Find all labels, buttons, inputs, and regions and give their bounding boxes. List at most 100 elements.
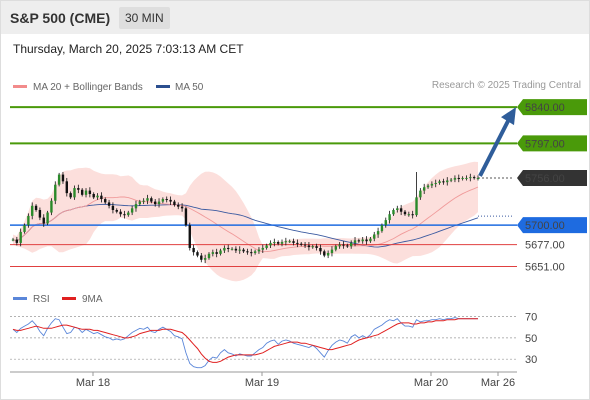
candle-body	[88, 190, 92, 194]
bollinger-band	[13, 161, 478, 282]
candle-body	[115, 210, 118, 212]
candle-body	[177, 204, 180, 207]
candle-body	[380, 225, 384, 232]
candle-body	[15, 239, 19, 243]
candle-body	[250, 252, 253, 254]
candle-body	[261, 247, 264, 250]
candle-body	[373, 234, 376, 239]
candle-body	[142, 200, 145, 202]
candle-body	[234, 248, 238, 251]
level-tag-text-5797.00: 5797.00	[525, 138, 565, 150]
candle-body	[203, 258, 207, 260]
candle-body	[38, 210, 42, 218]
rsi-tick-label-70: 70	[525, 312, 537, 324]
candle-body	[119, 211, 122, 215]
candle-body	[238, 249, 241, 251]
candle-body	[54, 184, 57, 201]
candle-body	[138, 201, 142, 205]
candle-body	[430, 183, 434, 186]
candle-body	[188, 225, 191, 248]
candle-body	[284, 241, 288, 243]
ma20-line	[12, 186, 479, 253]
candle-body	[73, 188, 76, 198]
candle-body	[80, 189, 84, 195]
candle-body	[242, 249, 245, 252]
level-tag-text-5756.00: 5756.00	[525, 173, 565, 185]
candle-body	[100, 195, 103, 200]
candle-body	[111, 205, 115, 211]
level-tag-5797.00	[517, 135, 587, 152]
candle-body	[438, 181, 441, 184]
candle-body	[223, 247, 226, 251]
candle-body	[269, 242, 272, 246]
level-tag-text-5700.00: 5700.00	[525, 220, 565, 232]
candle-body	[127, 212, 130, 216]
candle-body	[392, 210, 395, 215]
candle-body	[157, 201, 161, 205]
candle-body	[296, 242, 299, 244]
candle-body	[265, 245, 268, 248]
candle-body	[96, 195, 99, 198]
candle-body	[253, 251, 257, 254]
candle-body	[211, 252, 215, 254]
ma50-line	[12, 203, 479, 248]
level-label-5677.00: 5677.00	[525, 240, 565, 252]
candles-group	[11, 172, 480, 264]
candle-body	[246, 251, 249, 253]
candle-body	[200, 255, 203, 260]
candle-body	[453, 177, 457, 180]
candle-body	[92, 193, 95, 198]
candle-body	[23, 225, 26, 232]
rsi-line	[12, 317, 478, 369]
candle-body	[446, 180, 449, 183]
candle-body	[27, 215, 30, 226]
candle-body	[173, 201, 176, 205]
interval-badge[interactable]: 30 MIN	[119, 7, 170, 29]
candle-body	[227, 247, 230, 249]
candle-body	[361, 239, 364, 242]
legend-9ma-label: 9MA	[82, 294, 103, 305]
candle-body	[207, 253, 211, 259]
level-tag-5840.00	[517, 99, 587, 116]
candle-body	[426, 185, 430, 188]
candle-body	[303, 244, 307, 246]
candle-body	[349, 242, 353, 247]
candle-body	[77, 188, 80, 190]
candle-body	[419, 190, 422, 198]
candle-body	[123, 214, 126, 216]
candle-body	[150, 198, 153, 202]
candle-body	[342, 244, 345, 246]
candle-body	[357, 240, 361, 242]
x-tick-label-mar-20: Mar 20	[414, 377, 448, 389]
candle-body	[461, 177, 464, 179]
timestamp: Thursday, March 20, 2025 7:03:13 AM CET	[13, 42, 244, 56]
candle-body	[11, 239, 15, 241]
candle-body	[465, 177, 468, 179]
candle-body	[219, 250, 222, 254]
candle-body	[469, 177, 472, 179]
candle-body	[104, 199, 107, 203]
candle-body	[384, 220, 387, 226]
candle-body	[280, 242, 284, 244]
header-bar: S&P 500 (CME) 30 MIN	[0, 0, 590, 34]
candle-body	[61, 174, 65, 182]
candle-body	[130, 208, 134, 213]
rsi-tick-label-50: 50	[525, 333, 537, 345]
x-tick-label-mar-18: Mar 18	[76, 377, 110, 389]
candle-body	[46, 212, 49, 224]
candle-body	[153, 201, 157, 205]
candle-body	[276, 242, 280, 244]
candle-body	[146, 198, 149, 201]
candle-body	[396, 208, 399, 211]
candle-body	[161, 199, 165, 202]
candle-body	[107, 202, 111, 206]
candle-body	[353, 240, 357, 243]
candle-body	[50, 200, 53, 213]
rsi-9ma-line	[12, 318, 478, 363]
candle-body	[273, 242, 276, 244]
candle-body	[442, 181, 445, 183]
candle-body	[311, 246, 314, 248]
candle-body	[42, 217, 45, 224]
legend-swatch-ma50	[156, 85, 170, 88]
